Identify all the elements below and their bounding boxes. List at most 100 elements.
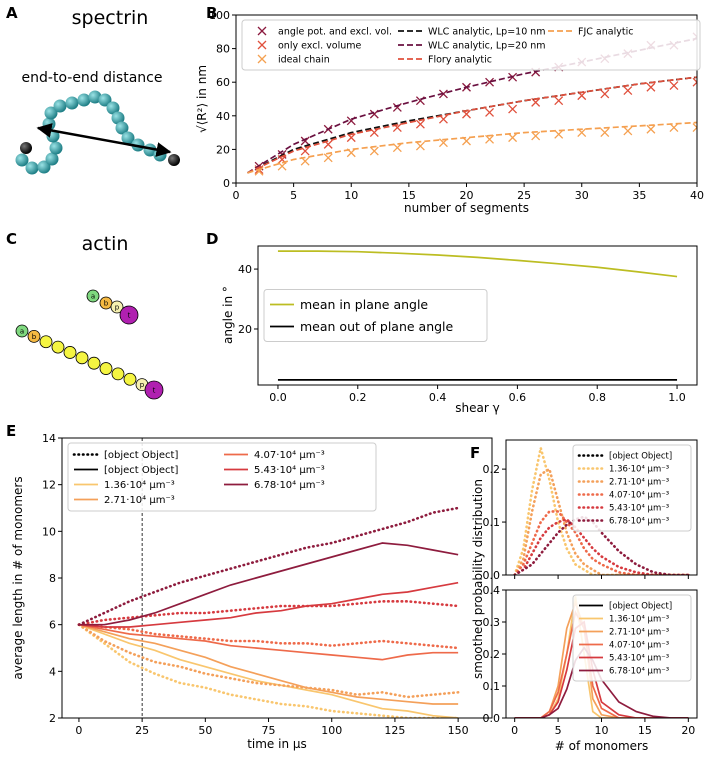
axes-frame [257, 245, 698, 386]
bead [15, 153, 29, 167]
x-tick-label: 0.2 [349, 391, 367, 404]
x-tick-label: 35 [632, 189, 646, 202]
bead [77, 93, 91, 107]
bead-label: t [153, 387, 156, 395]
x-tick-label: 20 [460, 189, 474, 202]
annotation: end-to-end distance [22, 70, 163, 86]
bead [75, 351, 89, 365]
panel-label: C [6, 230, 17, 248]
bead [37, 160, 51, 174]
x-tick-label: 125 [384, 724, 405, 737]
legend-label: 6.78·10⁴ μm⁻³ [609, 516, 669, 526]
legend-label: 4.07·10⁴ μm⁻³ [609, 490, 669, 500]
x-tick-label: 0 [233, 189, 240, 202]
y-tick-label: 8 [49, 572, 56, 585]
y-tick-label: 0.2 [483, 463, 501, 476]
series-line [513, 467, 690, 575]
legend-label: 1.36·10⁴ μm⁻³ [609, 464, 669, 474]
series-line [77, 600, 460, 626]
y-tick-label: 80 [216, 43, 230, 56]
bead-label: b [32, 333, 37, 341]
bead [49, 141, 63, 155]
bead-label: a [91, 293, 95, 301]
bead [144, 380, 164, 400]
legend-box [572, 444, 692, 532]
x-tick-label: 75 [262, 724, 276, 737]
marker [485, 134, 495, 144]
x-tick-label: 30 [575, 189, 589, 202]
marker [623, 126, 633, 136]
x-tick-label: 150 [448, 724, 469, 737]
y-tick-label: 12 [42, 479, 56, 492]
series-line [78, 623, 459, 718]
y-tick-label: 4 [49, 665, 56, 678]
series-line [78, 623, 459, 705]
plot-area [247, 32, 697, 176]
marker [415, 119, 425, 129]
legend-label: angle pot. and excl. vol. [278, 26, 392, 37]
marker [323, 153, 333, 163]
legend-label: [object Object] [104, 450, 178, 461]
legend-swatch [257, 26, 267, 36]
series-line [77, 506, 460, 626]
series-line [77, 623, 460, 718]
series-line [78, 623, 459, 661]
bead [123, 372, 137, 386]
legend-label: [object Object] [609, 601, 672, 611]
bead-label: t [128, 312, 131, 320]
legend-label: 1.36·10⁴ μm⁻³ [609, 614, 669, 624]
bead [99, 362, 113, 375]
x-tick-label: 15 [402, 189, 416, 202]
bead [86, 289, 100, 303]
x-tick-label: 20 [681, 724, 695, 737]
chart-panel: 0.0 0.2 0.4 0.6 0.8 1.0 20 40 shear γ angle in ° m… [221, 245, 698, 415]
marker [392, 143, 402, 153]
bead [53, 99, 67, 113]
bead [39, 335, 53, 349]
legend-label: [object Object] [609, 451, 672, 461]
marker [623, 86, 633, 96]
marker [485, 77, 495, 87]
series-line [513, 517, 690, 575]
series-line [513, 447, 690, 575]
panel-label: E [6, 422, 16, 440]
legend-swatch [257, 40, 267, 50]
y-axis-label: angle in ° [221, 286, 235, 344]
x-tick-label: 10 [344, 189, 358, 202]
marker [300, 136, 310, 146]
bead [44, 106, 58, 120]
y-tick-label: 2 [49, 712, 56, 725]
axes-frame [235, 14, 698, 184]
y-tick-label: 20 [238, 323, 252, 336]
chart-panel: 0 5 10 15 20 0.0 0.1 0.2 0.3 0.4 # of monomers [obj… [483, 584, 698, 753]
axes-frame [505, 439, 698, 576]
legend-label: FJC analytic [578, 26, 633, 37]
legend-label: 5.43·10⁴ μm⁻³ [609, 653, 669, 663]
marker [600, 89, 610, 99]
spectrin-illustration [15, 90, 180, 175]
end-bead [168, 154, 180, 166]
marker [415, 141, 425, 151]
legend: [object Object] 1.36·10⁴ μm⁻³ 2.71·10⁴ μm⁻… [572, 594, 692, 682]
y-tick-label: 14 [42, 432, 56, 445]
end-bead [20, 142, 32, 154]
legend-label: 4.07·10⁴ μm⁻³ [254, 450, 325, 461]
x-axis-label: shear γ [455, 401, 499, 415]
series-line [247, 121, 697, 174]
panel-label: F [470, 444, 480, 462]
series-line [247, 76, 697, 174]
x-tick-label: 5 [555, 724, 562, 737]
marker [508, 104, 518, 114]
legend-box [241, 19, 701, 71]
chart-panel: 0 25 50 75 100 125 150 2 4 6 8 10 12 14 time in μs aver… [11, 432, 493, 751]
plot-area [277, 250, 678, 381]
y-axis-label: average length in # of monomers [11, 476, 25, 679]
legend-box [263, 289, 488, 342]
marker [369, 146, 379, 156]
y-tick-label: 0.4 [483, 584, 501, 597]
series-line [77, 623, 460, 699]
marker [554, 129, 564, 139]
